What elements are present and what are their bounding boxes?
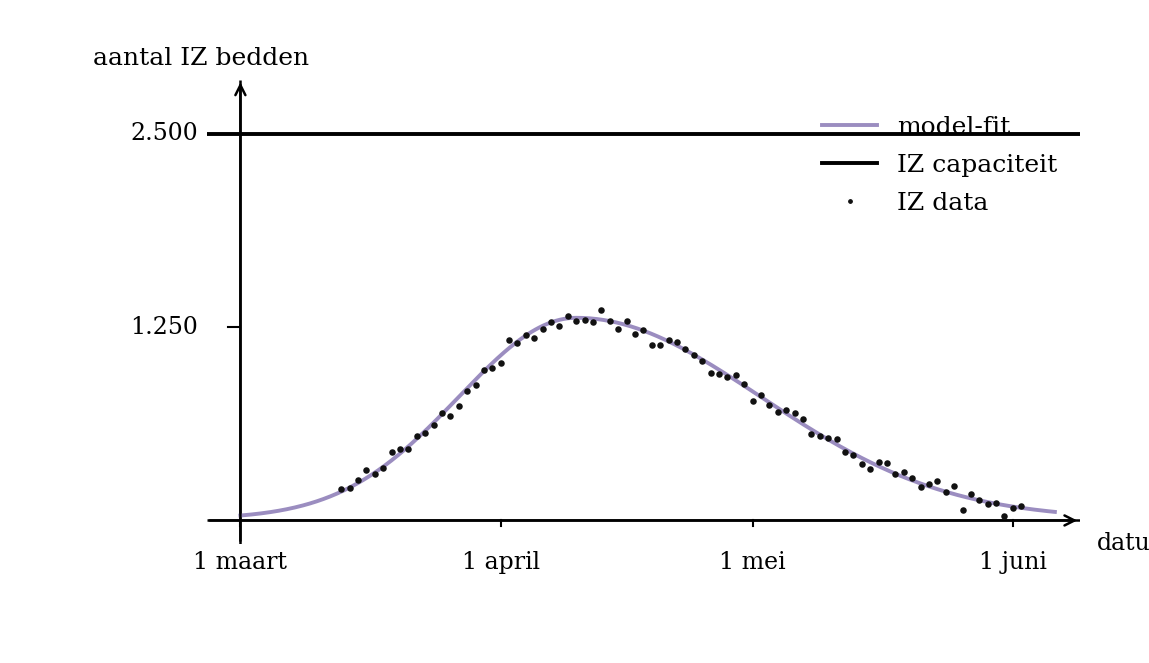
Point [903, 473, 921, 484]
Legend: model-fit, IZ capaciteit, IZ data: model-fit, IZ capaciteit, IZ data [812, 106, 1067, 225]
Point [743, 396, 762, 406]
Point [483, 363, 501, 373]
Point [458, 386, 477, 396]
Point [365, 469, 384, 479]
Point [592, 304, 610, 315]
Point [919, 479, 938, 490]
Point [601, 316, 619, 326]
Point [751, 390, 770, 400]
Point [693, 356, 711, 367]
Point [399, 444, 417, 454]
Point [332, 484, 350, 495]
Point [962, 489, 980, 499]
Point [701, 367, 719, 378]
Point [433, 408, 452, 418]
Text: 1 juni: 1 juni [979, 552, 1047, 574]
Point [911, 482, 930, 493]
Text: 1 mei: 1 mei [719, 552, 786, 574]
Text: datum: datum [1097, 532, 1149, 555]
Point [987, 498, 1005, 509]
Point [786, 408, 804, 418]
Point [558, 311, 577, 322]
Point [542, 316, 561, 327]
Point [718, 372, 737, 383]
Point [568, 316, 586, 326]
Point [827, 434, 846, 444]
Point [466, 380, 485, 391]
Point [970, 495, 988, 505]
Point [677, 344, 695, 355]
Point [835, 446, 854, 457]
Point [340, 483, 358, 494]
Point [416, 428, 434, 439]
Point [870, 457, 888, 467]
Point [634, 324, 653, 335]
Point [349, 474, 368, 485]
Point [617, 316, 635, 326]
Point [576, 314, 594, 325]
Point [886, 469, 904, 479]
Point [424, 420, 442, 430]
Point [441, 410, 460, 421]
Point [550, 321, 569, 332]
Point [979, 499, 997, 509]
Point [710, 369, 728, 379]
Point [861, 463, 879, 474]
Text: 1.250: 1.250 [131, 316, 199, 339]
Point [928, 475, 947, 486]
Point [954, 505, 972, 516]
Point [508, 337, 526, 348]
Point [383, 447, 401, 457]
Text: 1 april: 1 april [462, 552, 540, 574]
Point [895, 466, 913, 477]
Point [1004, 503, 1023, 513]
Point [810, 431, 828, 442]
Point [609, 324, 627, 334]
Point [726, 369, 745, 380]
Point [660, 335, 678, 345]
Text: aantal IZ bedden: aantal IZ bedden [93, 47, 309, 70]
Point [853, 459, 871, 469]
Point [995, 511, 1013, 521]
Point [449, 401, 468, 412]
Point [373, 463, 392, 473]
Point [845, 450, 863, 460]
Text: 2.500: 2.500 [131, 122, 199, 145]
Point [794, 414, 812, 424]
Point [475, 364, 493, 375]
Point [626, 329, 645, 339]
Point [685, 350, 703, 361]
Point [525, 333, 543, 343]
Point [735, 379, 754, 389]
Point [1012, 501, 1031, 511]
Point [668, 336, 686, 347]
Text: 1 maart: 1 maart [193, 552, 287, 574]
Point [357, 465, 376, 475]
Point [802, 429, 820, 440]
Point [408, 430, 426, 441]
Point [584, 316, 602, 327]
Point [819, 432, 838, 443]
Point [492, 357, 510, 368]
Point [944, 480, 963, 491]
Point [651, 339, 670, 350]
Point [936, 487, 955, 497]
Point [878, 457, 896, 468]
Point [517, 330, 535, 340]
Point [391, 444, 409, 455]
Point [769, 406, 787, 417]
Point [500, 335, 518, 345]
Point [642, 339, 661, 350]
Point [777, 405, 795, 416]
Point [533, 324, 552, 334]
Point [761, 399, 779, 410]
